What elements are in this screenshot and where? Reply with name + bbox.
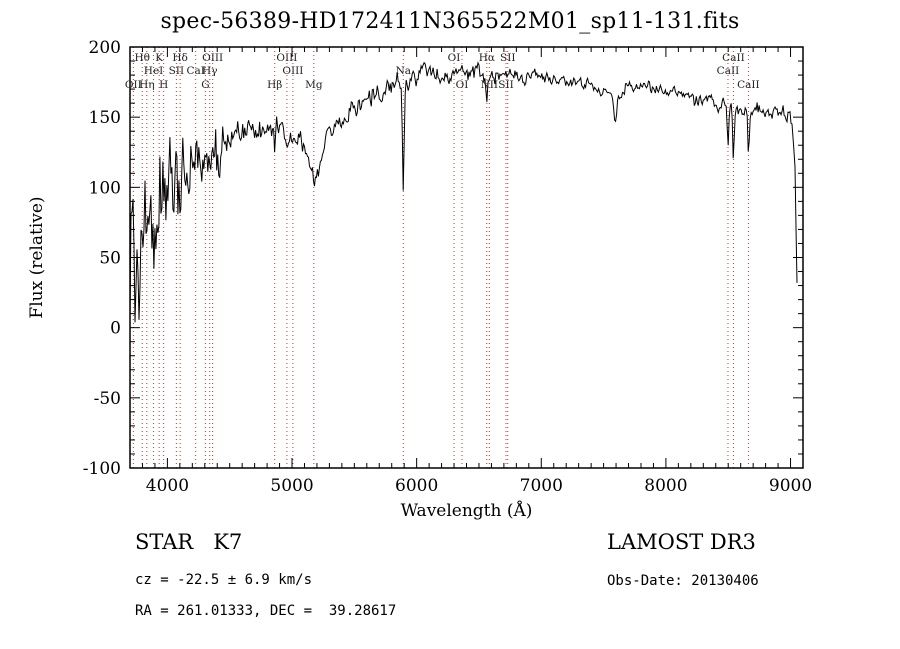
- spectral-line-label: SII: [500, 52, 516, 64]
- x-tick-label: 6000: [395, 476, 438, 496]
- spectral-line-label: Hβ: [267, 79, 282, 91]
- spectral-line-label: OIII: [202, 52, 223, 64]
- spectral-line-label: OII: [125, 79, 142, 91]
- spectral-line-label: Hθ: [134, 52, 149, 64]
- plot-frame: [129, 46, 804, 469]
- ra-dec-value: RA = 261.01333, DEC = 39.28617: [135, 603, 397, 619]
- obs-date-value: Obs-Date: 20130406: [607, 573, 759, 589]
- spectral-line-label: SII: [498, 79, 514, 91]
- spectral-line-label: Hη: [139, 79, 154, 91]
- spectral-line-label: H: [159, 79, 168, 91]
- x-tick-label: 9000: [769, 476, 812, 496]
- survey-label: LAMOST DR3: [607, 530, 756, 554]
- x-axis-label: Wavelength (Å): [401, 500, 533, 521]
- spectral-line-label: Na: [396, 65, 411, 77]
- spectral-line-label: CaI: [186, 65, 204, 77]
- y-tick-label: 50: [99, 249, 121, 269]
- spectral-line-label: Mg: [305, 79, 323, 91]
- cz-value: cz = -22.5 ± 6.9 km/s: [135, 572, 313, 588]
- y-tick-label: 200: [89, 38, 121, 58]
- y-tick-label: 0: [110, 319, 121, 339]
- spectrum-trace: [129, 61, 798, 323]
- spectral-line-label: OI: [448, 52, 461, 64]
- spectral-line-label: CaII: [722, 52, 745, 64]
- object-class-label: STAR K7: [135, 530, 243, 554]
- spectral-line-label: OIII: [276, 52, 297, 64]
- plot-title: spec-56389-HD172411N365522M01_sp11-131.f…: [160, 9, 740, 34]
- spectral-line-label: SII: [169, 65, 185, 77]
- spectral-line-label: G: [201, 79, 209, 91]
- spectral-line-label: Hγ: [202, 65, 217, 77]
- y-tick-label: -50: [94, 389, 121, 409]
- y-tick-label: 100: [89, 178, 121, 198]
- x-tick-label: 4000: [146, 476, 189, 496]
- y-axis-label: Flux (relative): [27, 196, 47, 318]
- spectral-line-label: OIII: [282, 65, 303, 77]
- spectral-line-label: OI: [456, 79, 469, 91]
- y-tick-label: -100: [83, 459, 121, 479]
- x-tick-label: 8000: [644, 476, 687, 496]
- spectral-line-label: NII: [481, 79, 498, 91]
- spectral-line-label: CaII: [737, 79, 760, 91]
- spectral-line-label: Hα: [479, 52, 495, 64]
- x-tick-label: 5000: [270, 476, 313, 496]
- spectral-line-label: K: [155, 52, 163, 64]
- spectral-line-label: CaII: [717, 65, 740, 77]
- y-tick-label: 150: [89, 108, 121, 128]
- x-tick-label: 7000: [520, 476, 563, 496]
- spectral-line-label: HeI: [144, 65, 164, 77]
- spectral-line-label: Hδ: [172, 52, 187, 64]
